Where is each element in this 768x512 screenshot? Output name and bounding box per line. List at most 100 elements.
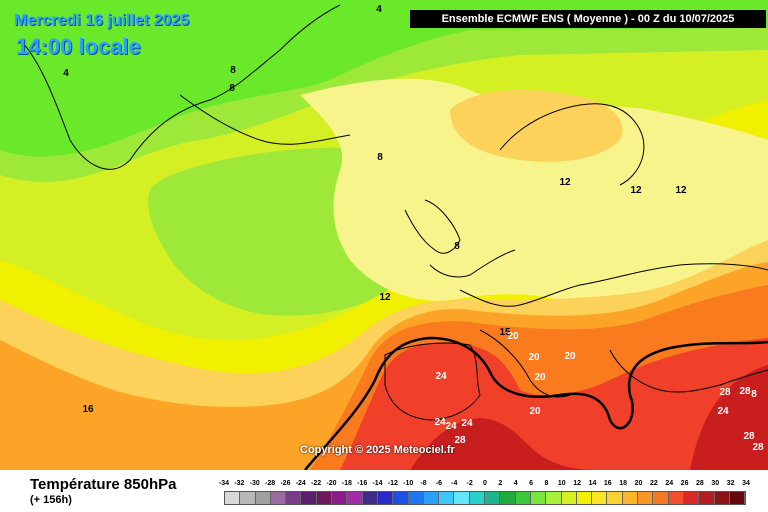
isotherm-20: [304, 336, 768, 470]
contour-label: 20: [534, 372, 546, 383]
scale-label: -14: [372, 480, 383, 487]
contour-label: 8: [377, 152, 383, 163]
field-dark-red-east: [690, 365, 768, 470]
scale-swatch: [332, 492, 348, 504]
scale-label: 12: [573, 480, 581, 487]
scale-swatch: [301, 492, 317, 504]
contour-label: 12: [559, 177, 571, 188]
contour-label: 20: [564, 351, 576, 362]
scale-label: 14: [588, 480, 597, 487]
copyright-notice: Copyright © 2025 Meteociel.fr: [300, 444, 455, 456]
scale-swatch: [607, 492, 623, 504]
scale-swatch: [515, 492, 531, 504]
scale-swatch: [638, 492, 654, 504]
scale-label: 20: [634, 480, 643, 487]
scale-swatch: [561, 492, 577, 504]
color-scale-bar: [224, 491, 746, 505]
scale-label: -20: [326, 480, 337, 487]
scale-label: -18: [341, 480, 352, 487]
scale-swatch: [393, 492, 409, 504]
contour-label: 8: [230, 65, 236, 76]
scale-label: -22: [311, 480, 322, 487]
contour-label: 24: [445, 421, 457, 432]
contour-label: 20: [529, 406, 541, 417]
field-dark-red: [410, 418, 600, 470]
scale-swatch: [347, 492, 363, 504]
scale-label: -10: [403, 480, 414, 487]
scale-swatch: [729, 492, 746, 504]
scale-swatch: [592, 492, 608, 504]
scale-swatch: [576, 492, 593, 504]
contour-label: 24: [435, 371, 447, 382]
scale-label: -32: [234, 480, 245, 487]
scale-label: 24: [665, 480, 674, 487]
field-light-orange-scandinavia: [450, 90, 623, 162]
contour-label: 4: [376, 4, 382, 15]
scale-label: 0: [483, 480, 487, 487]
scale-label: -30: [249, 480, 260, 487]
scale-label: -28: [264, 480, 276, 487]
scale-label: -34: [218, 480, 230, 487]
contour-label: 28: [454, 435, 466, 446]
scale-label: 22: [649, 480, 658, 487]
contour-label: 28: [752, 442, 764, 453]
scale-swatch: [454, 492, 470, 504]
contour-label: 4: [63, 68, 69, 79]
scale-swatch: [546, 492, 562, 504]
scale-label: -26: [280, 480, 291, 487]
scale-swatch: [622, 492, 639, 504]
parameter-title: Température 850hPa: [30, 476, 177, 493]
color-scale-labels: -34 -32 -30 -28 -26 -24 -22 -20 -18 -16 -14 -12 -10-…: [219, 480, 750, 490]
field-pale-yellow: [300, 78, 768, 308]
scale-label: 18: [619, 480, 628, 487]
scale-label: 28: [696, 480, 704, 487]
scale-swatch: [439, 492, 455, 504]
scale-swatch: [408, 492, 424, 504]
model-run-info: Ensemble ECMWF ENS ( Moyenne ) - 00 Z du…: [410, 10, 766, 28]
scale-swatch: [286, 492, 302, 504]
scale-label: 34: [742, 480, 750, 487]
scale-swatch: [714, 492, 730, 504]
contour-label: 12: [379, 292, 391, 303]
contour-label: 28: [739, 386, 751, 397]
contour-label: 20: [507, 331, 519, 342]
contour-label: 12: [630, 185, 642, 196]
scale-swatch: [699, 492, 715, 504]
scale-label: -24: [295, 480, 306, 487]
scale-label: 2: [498, 480, 503, 487]
scale-label: -16: [357, 480, 368, 487]
scale-label: 26: [680, 480, 689, 487]
contour-label: 15: [499, 327, 511, 338]
scale-swatch: [240, 492, 256, 504]
scale-label: -4: [451, 480, 458, 487]
scale-swatch: [469, 492, 486, 504]
contour-label: 12: [675, 185, 687, 196]
scale-label: 6: [529, 480, 533, 487]
scale-label: -2: [466, 480, 473, 487]
contour-label: 24: [434, 417, 446, 428]
scale-swatch: [316, 492, 333, 504]
scale-label: 32: [726, 480, 735, 487]
contour-labels: 4 4 8 8 8 8 12 12 12 12 16 15 20 20 20 2…: [63, 4, 764, 453]
scale-label: -6: [435, 480, 443, 487]
contour-label: 8: [454, 241, 460, 252]
contour-label: 16: [82, 404, 94, 415]
contour-label: 28: [743, 431, 755, 442]
temperature-map: 4 4 8 8 8 8 12 12 12 12 16 15 20 20 20 2…: [0, 0, 768, 470]
scale-label: 10: [557, 480, 566, 487]
scale-swatch: [683, 492, 700, 504]
contour-label: 8: [229, 83, 235, 94]
scale-swatch: [423, 492, 440, 504]
scale-swatch: [377, 492, 394, 504]
contour-label: 24: [461, 418, 473, 429]
scale-swatch: [653, 492, 669, 504]
contour-label: 20: [528, 352, 540, 363]
coastlines: [19, 4, 768, 421]
scale-swatch: [668, 492, 684, 504]
forecast-time: 14:00 locale: [16, 34, 141, 59]
scale-swatch: [255, 492, 271, 504]
scale-swatch: [485, 492, 501, 504]
scale-swatch: [500, 492, 516, 504]
forecast-date: Mercredi 16 juillet 2025: [14, 12, 190, 29]
scale-swatch: [362, 492, 378, 504]
